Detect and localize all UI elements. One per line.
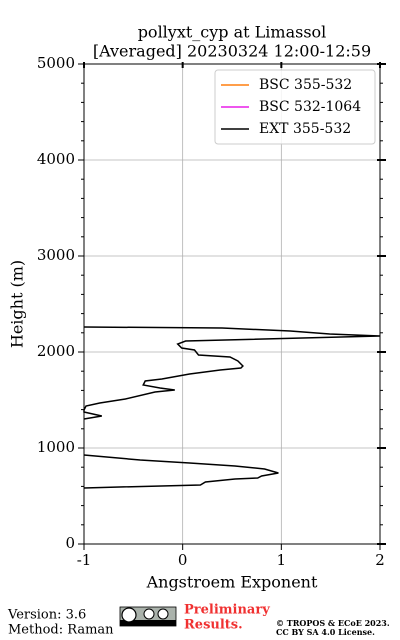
y-tick-label: 5000 [37, 54, 75, 72]
legend-label: BSC 532-1064 [259, 99, 361, 115]
profile-line [83, 326, 381, 489]
y-tick-label: 4000 [37, 150, 75, 168]
y-tick-label: 2000 [37, 342, 75, 360]
y-tick-label: 0 [65, 534, 75, 552]
footer-method: Method: Raman [8, 623, 114, 638]
chart-title: pollyxt_cyp at Limassol [138, 23, 327, 42]
y-axis-label: Height (m) [8, 260, 27, 348]
x-tick-label: 2 [375, 551, 385, 569]
x-tick-label: 1 [277, 551, 287, 569]
legend-box [214, 69, 376, 145]
x-tick-label: 0 [178, 551, 188, 569]
y-tick-label: 3000 [37, 246, 75, 264]
x-tick-label: -1 [77, 551, 92, 569]
chart-subtitle: [Averaged] 20230324 12:00-12:59 [93, 42, 371, 61]
footer-status: Results. [184, 618, 243, 633]
y-tick-label: 1000 [37, 438, 75, 456]
footer-version: Version: 3.6 [7, 608, 86, 623]
footer-status: Preliminary [184, 603, 270, 618]
legend-label: EXT 355-532 [259, 121, 351, 137]
plot-frame [83, 63, 381, 545]
footer-copyright: CC BY SA 4.0 License. [276, 627, 375, 637]
x-axis-label: Angstroem Exponent [146, 573, 318, 592]
legend-label: BSC 355-532 [259, 77, 352, 93]
cc-badge [119, 606, 177, 627]
footer-copyright: © TROPOS & ECoE 2023. [276, 618, 390, 628]
